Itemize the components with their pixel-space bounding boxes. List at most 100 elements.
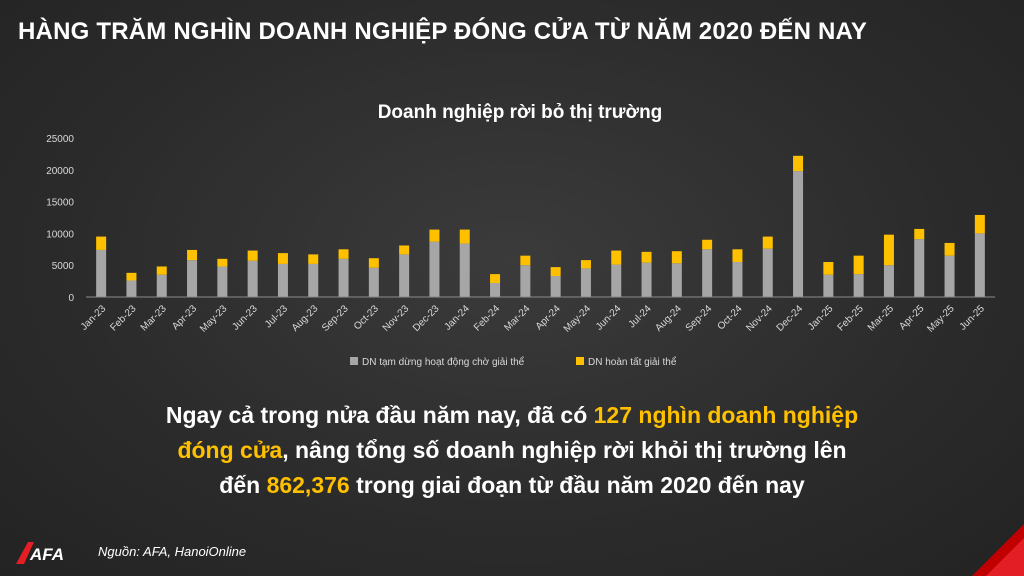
bars xyxy=(96,155,985,297)
bar-dissolved xyxy=(853,255,864,275)
bar-suspended xyxy=(793,171,804,297)
source-note: Nguồn: AFA, HanoiOnline xyxy=(98,544,247,559)
bar-dissolved xyxy=(974,214,985,234)
x-tick-label: Nov-24 xyxy=(744,303,775,334)
x-tick-label: Sep-23 xyxy=(320,303,351,334)
bar-dissolved xyxy=(338,249,349,259)
bar-dissolved xyxy=(308,254,319,264)
bar-suspended xyxy=(762,248,773,297)
legend-swatch-dissolved xyxy=(576,357,584,365)
corner-decoration xyxy=(972,524,1024,576)
x-tick-label: Mar-23 xyxy=(139,303,169,333)
bar-dissolved xyxy=(732,249,743,263)
chart-title: Doanh nghiệp rời bỏ thị trường xyxy=(378,102,663,123)
bar-dissolved xyxy=(277,253,288,264)
summary-line2-highlight: đóng cửa xyxy=(177,437,283,463)
legend-label-dissolved: DN hoàn tất giải thể xyxy=(588,356,677,368)
x-tick-label: Jul-23 xyxy=(263,303,290,330)
bar-dissolved xyxy=(126,272,137,281)
bar-suspended xyxy=(490,283,501,297)
x-tick-label: Oct-24 xyxy=(716,303,745,332)
x-tick-label: Feb-24 xyxy=(472,303,502,333)
bar-suspended xyxy=(247,260,258,297)
bar-suspended xyxy=(944,255,955,297)
summary-line2-text: , nâng tổng số doanh nghiệp rời khỏi thị… xyxy=(282,437,847,463)
x-tick-label: Feb-25 xyxy=(836,303,866,333)
bar-dissolved xyxy=(490,274,501,284)
bar-suspended xyxy=(611,264,622,297)
x-tick-label: Apr-24 xyxy=(534,303,563,332)
bar-dissolved xyxy=(823,262,834,275)
x-tick-label: Jan-24 xyxy=(442,303,472,333)
bar-dissolved xyxy=(96,236,107,250)
x-tick-label: May-23 xyxy=(198,303,230,335)
y-tick-label: 5000 xyxy=(52,261,75,272)
bar-suspended xyxy=(823,274,834,297)
afa-logo: AFA xyxy=(16,542,64,564)
bar-suspended xyxy=(580,268,591,297)
bar-dissolved xyxy=(641,251,652,263)
legend: DN tạm dừng hoạt động chờ giải thể DN ho… xyxy=(350,356,677,368)
bar-suspended xyxy=(732,262,743,297)
bar-dissolved xyxy=(429,229,440,242)
bar-dissolved xyxy=(247,250,258,261)
bar-suspended xyxy=(914,239,925,297)
bar-dissolved xyxy=(550,267,561,277)
x-tick-label: Jun-23 xyxy=(230,303,260,333)
bar-suspended xyxy=(671,263,682,297)
y-tick-label: 20000 xyxy=(46,166,74,177)
y-tick-label: 0 xyxy=(68,293,74,304)
bar-dissolved xyxy=(793,155,804,172)
x-tick-label: Mar-24 xyxy=(502,303,532,333)
x-tick-label: Dec-24 xyxy=(775,303,806,334)
bar-dissolved xyxy=(520,255,531,266)
x-tick-label: Jun-25 xyxy=(958,303,988,333)
x-tick-label: Jan-25 xyxy=(806,303,836,333)
bar-suspended xyxy=(156,274,167,297)
x-tick-label: Jun-24 xyxy=(594,303,624,333)
y-tick-label: 10000 xyxy=(46,229,74,240)
legend-swatch-suspended xyxy=(350,357,358,365)
summary-text: Ngay cả trong nửa đầu năm nay, đã có 127… xyxy=(60,398,964,503)
x-tick-label: Aug-24 xyxy=(653,303,684,334)
bar-suspended xyxy=(308,263,319,297)
x-tick-label: May-25 xyxy=(925,303,957,335)
y-axis: 0 5000 10000 15000 20000 25000 xyxy=(46,134,74,304)
x-tick-label: Feb-23 xyxy=(108,303,138,333)
bar-suspended xyxy=(550,276,561,297)
summary-line1-highlight: 127 nghìn doanh nghiệp xyxy=(593,402,859,428)
bar-suspended xyxy=(459,243,470,297)
bar-suspended xyxy=(338,258,349,297)
x-tick-label: Apr-25 xyxy=(897,303,926,332)
bar-dissolved xyxy=(944,242,955,256)
bar-dissolved xyxy=(611,250,622,265)
bar-suspended xyxy=(187,260,198,297)
summary-line3-tail: trong giai đoạn từ đầu năm 2020 đến nay xyxy=(349,472,805,498)
x-tick-label: Nov-23 xyxy=(381,303,412,334)
bar-dissolved xyxy=(580,260,591,269)
bar-suspended xyxy=(368,267,379,297)
bar-dissolved xyxy=(762,236,773,249)
bar-suspended xyxy=(277,263,288,297)
bar-dissolved xyxy=(156,266,167,275)
x-tick-label: Dec-23 xyxy=(411,303,442,334)
bar-dissolved xyxy=(187,249,198,261)
bar-suspended xyxy=(429,241,440,297)
x-tick-label: May-24 xyxy=(562,303,594,335)
bar-suspended xyxy=(974,233,985,297)
bar-dissolved xyxy=(399,245,410,255)
bar-suspended xyxy=(217,266,228,297)
bar-suspended xyxy=(399,254,410,297)
bar-suspended xyxy=(96,249,107,297)
x-tick-label: Apr-23 xyxy=(170,303,199,332)
headline: HÀNG TRĂM NGHÌN DOANH NGHIỆP ĐÓNG CỬA TỪ… xyxy=(18,18,868,45)
bar-suspended xyxy=(126,280,137,297)
legend-label-suspended: DN tạm dừng hoạt động chờ giải thể xyxy=(362,356,525,368)
x-tick-label: Aug-23 xyxy=(290,303,321,334)
y-tick-label: 25000 xyxy=(46,134,74,145)
bar-dissolved xyxy=(368,258,379,268)
bar-suspended xyxy=(641,262,652,297)
bar-dissolved xyxy=(702,239,713,250)
x-tick-label: Jan-23 xyxy=(79,303,109,333)
